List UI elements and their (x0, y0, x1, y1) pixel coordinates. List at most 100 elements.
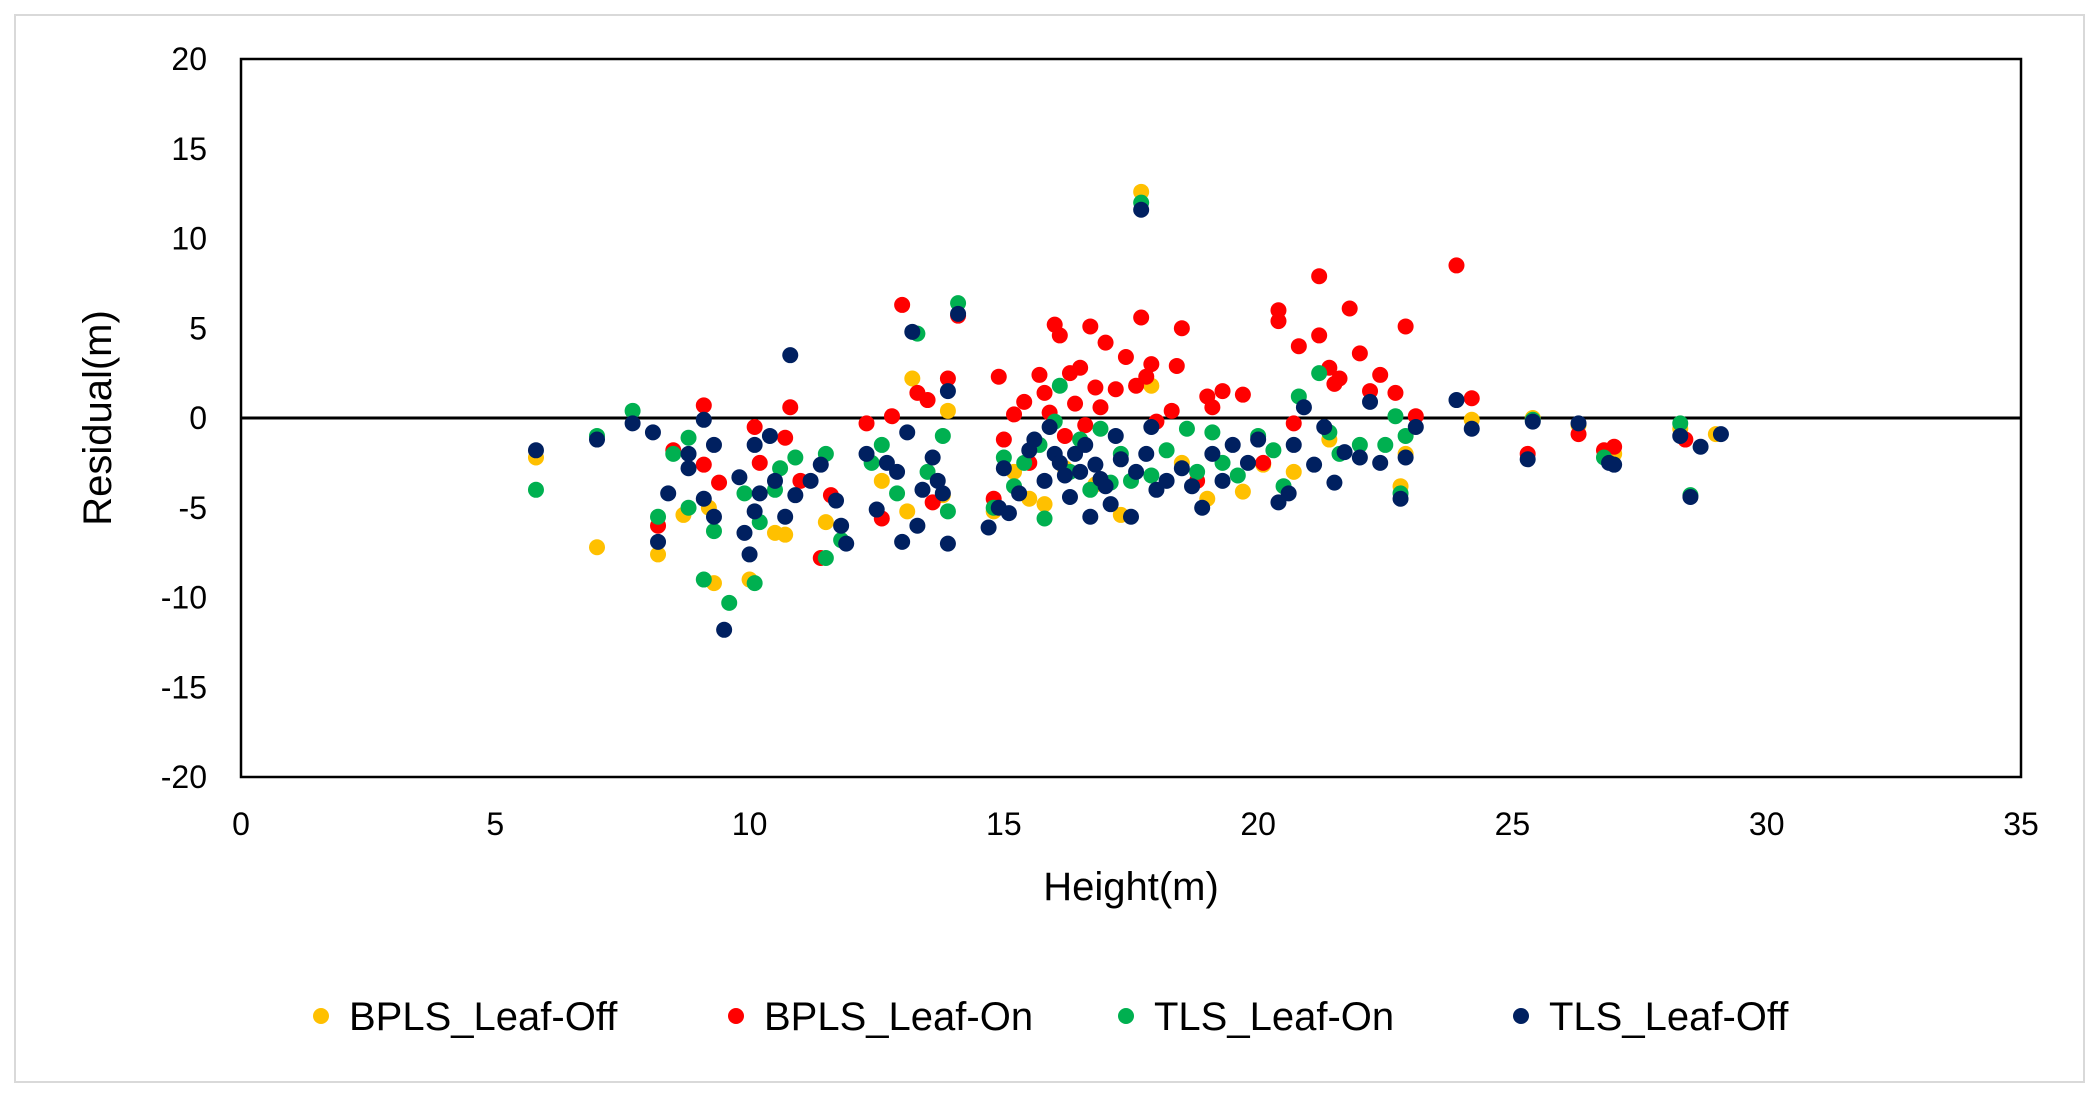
point-tls-leaf-off (695, 411, 712, 428)
point-bpls-leaf-on (1387, 384, 1404, 401)
point-tls-leaf-on (1036, 510, 1053, 527)
point-bpls-leaf-on (695, 456, 712, 473)
point-tls-leaf-off (1143, 418, 1160, 435)
point-tls-leaf-off (527, 442, 544, 459)
y-tick-label: -15 (161, 669, 207, 705)
legend-label-tls-leaf-off: TLS_Leaf-Off (1549, 995, 1789, 1039)
point-tls-leaf-off (1672, 427, 1689, 444)
y-tick-label: 0 (189, 400, 207, 436)
point-tls-leaf-off (746, 503, 763, 520)
point-bpls-leaf-off (1234, 483, 1251, 500)
point-tls-leaf-off (746, 436, 763, 453)
point-tls-leaf-off (1519, 451, 1536, 468)
point-tls-leaf-off (680, 460, 697, 477)
point-tls-leaf-on (1204, 424, 1221, 441)
point-tls-leaf-off (767, 472, 783, 489)
point-tls-leaf-on (1229, 467, 1246, 484)
point-bpls-leaf-on (1006, 406, 1023, 423)
point-tls-leaf-on (680, 429, 697, 446)
point-bpls-leaf-on (1448, 257, 1465, 274)
point-tls-leaf-on (1143, 467, 1160, 484)
point-tls-leaf-off (980, 519, 997, 536)
point-bpls-leaf-on (1143, 356, 1160, 373)
point-tls-leaf-on (665, 445, 682, 462)
point-bpls-leaf-on (1255, 454, 1272, 471)
scatter-chart: -20 -15 -10 -5 0 5 10 15 20 0 5 10 15 20 25 30 35 Heigh… (76, 41, 2039, 1039)
point-tls-leaf-on (1265, 442, 1282, 459)
point-tls-leaf-off (868, 501, 885, 518)
point-bpls-leaf-on (1077, 417, 1094, 434)
point-tls-leaf-off (1372, 454, 1389, 471)
point-tls-leaf-on (787, 449, 804, 466)
point-bpls-leaf-on (1173, 320, 1190, 337)
point-tls-leaf-off (909, 517, 926, 534)
point-bpls-leaf-on (883, 408, 900, 425)
point-tls-leaf-off (1524, 413, 1541, 430)
point-tls-leaf-off (644, 424, 661, 441)
point-tls-leaf-off (624, 415, 641, 432)
point-bpls-leaf-on (751, 454, 768, 471)
point-tls-leaf-off (833, 517, 850, 534)
point-tls-leaf-off (1097, 478, 1114, 495)
point-bpls-leaf-on (1285, 415, 1302, 432)
point-tls-leaf-off (1295, 399, 1312, 416)
point-bpls-leaf-on (1067, 395, 1084, 412)
point-bpls-leaf-on (1031, 366, 1048, 383)
legend: BPLS_Leaf-Off BPLS_Leaf-On TLS_Leaf-On TLS_… (313, 995, 1789, 1039)
legend-marker-bpls-leaf-off (313, 1008, 329, 1024)
point-bpls-leaf-on (1397, 318, 1414, 335)
point-bpls-leaf-on (1311, 268, 1328, 285)
point-tls-leaf-off (929, 472, 946, 489)
point-tls-leaf-off (650, 533, 667, 550)
point-tls-leaf-on (939, 503, 956, 520)
point-tls-leaf-off (858, 445, 875, 462)
point-bpls-leaf-on (1107, 381, 1124, 398)
point-tls-leaf-off (716, 621, 733, 638)
point-tls-leaf-off (950, 305, 967, 322)
point-tls-leaf-off (1306, 456, 1323, 473)
point-tls-leaf-off (1051, 454, 1068, 471)
point-tls-leaf-on (746, 575, 763, 592)
point-bpls-leaf-off (873, 472, 890, 489)
point-tls-leaf-off (1336, 444, 1353, 461)
point-tls-leaf-off (1133, 201, 1150, 218)
point-tls-leaf-off (894, 533, 911, 550)
point-tls-leaf-on (1189, 463, 1206, 480)
point-tls-leaf-off (1397, 449, 1414, 466)
point-tls-leaf-on (1387, 408, 1404, 425)
point-tls-leaf-off (1224, 436, 1241, 453)
x-axis-title: Height(m) (1043, 865, 1219, 909)
x-tick-label: 20 (1240, 806, 1276, 842)
point-tls-leaf-off (939, 383, 956, 400)
point-tls-leaf-off (1112, 451, 1129, 468)
point-tls-leaf-off (1326, 474, 1343, 491)
legend-marker-tls-leaf-on (1118, 1008, 1134, 1024)
point-tls-leaf-off (812, 456, 829, 473)
point-bpls-leaf-on (782, 399, 799, 416)
point-tls-leaf-off (1184, 478, 1201, 495)
point-bpls-leaf-on (1290, 338, 1307, 355)
point-tls-leaf-off (1061, 488, 1078, 505)
point-bpls-leaf-on (919, 392, 936, 409)
point-bpls-leaf-on (1087, 379, 1104, 396)
point-tls-leaf-off (589, 431, 605, 448)
point-tls-leaf-off (1036, 472, 1053, 489)
point-tls-leaf-on (1158, 442, 1175, 459)
point-tls-leaf-off (1463, 420, 1480, 437)
legend-label-bpls-leaf-on: BPLS_Leaf-On (764, 995, 1033, 1039)
point-tls-leaf-off (761, 427, 778, 444)
point-tls-leaf-on (873, 436, 890, 453)
point-tls-leaf-off (1056, 467, 1073, 484)
point-tls-leaf-off (1026, 431, 1043, 448)
point-tls-leaf-off (1077, 436, 1094, 453)
legend-label-bpls-leaf-off: BPLS_Leaf-Off (349, 995, 618, 1039)
point-tls-leaf-on (736, 485, 753, 502)
point-tls-leaf-off (1316, 418, 1333, 435)
point-tls-leaf-off (828, 492, 845, 509)
point-bpls-leaf-on (1351, 345, 1368, 362)
point-tls-leaf-on (817, 550, 834, 567)
point-tls-leaf-off (782, 347, 799, 364)
point-tls-leaf-on (1082, 481, 1099, 498)
point-tls-leaf-on (889, 485, 906, 502)
point-bpls-leaf-on (1163, 402, 1180, 419)
